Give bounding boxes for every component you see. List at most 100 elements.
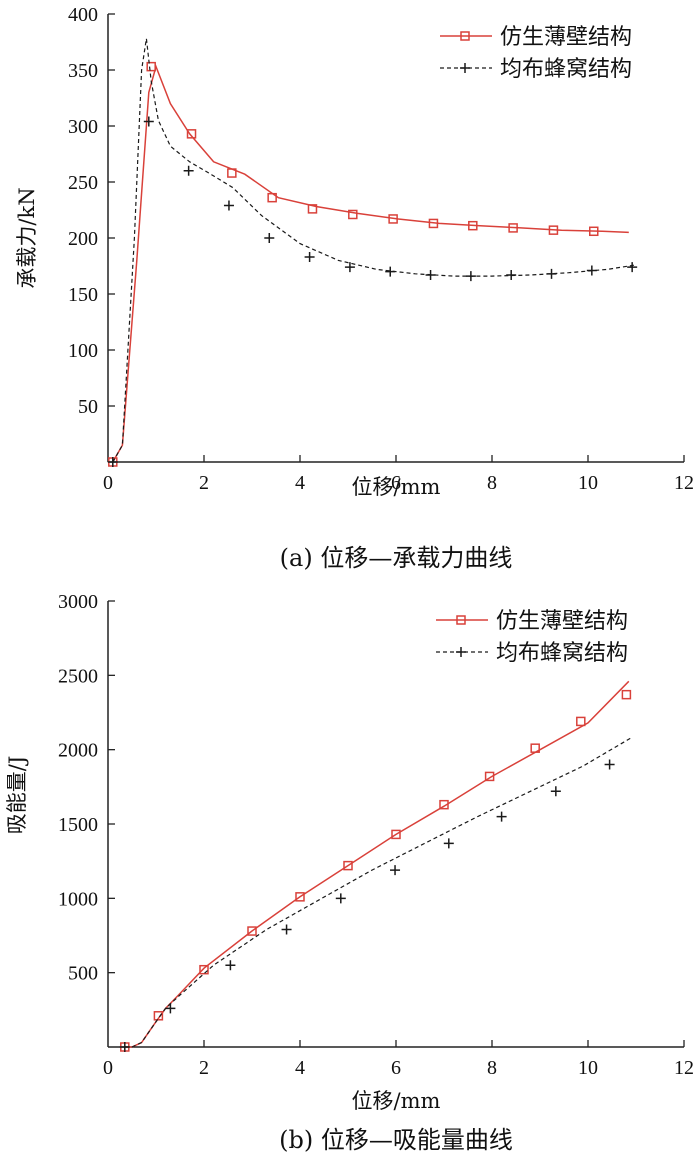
x-axis-title: 位移/mm <box>352 475 441 499</box>
x-tick-label: 4 <box>295 472 305 494</box>
x-axis-title: 位移/mm <box>352 1089 441 1113</box>
series-2-point <box>107 457 118 467</box>
series-1-point <box>589 226 599 237</box>
x-tick-label: 8 <box>487 472 497 494</box>
series-1-point <box>484 771 495 782</box>
series-1-point <box>186 129 197 139</box>
legend-marker-series-2 <box>460 63 470 73</box>
x-tick-label: 0 <box>103 1057 113 1079</box>
series-1-point <box>530 743 540 753</box>
series-2-point <box>344 262 355 273</box>
series-1-point <box>295 892 305 902</box>
series-1-point <box>439 799 449 810</box>
series-1-point <box>247 926 257 936</box>
y-tick-label: 3000 <box>58 591 98 613</box>
series-2-point <box>225 960 236 971</box>
y-tick-label: 2000 <box>58 740 98 762</box>
y-tick-label: 1500 <box>58 814 98 836</box>
chart-caption: (b) 位移—吸能量曲线 <box>279 1126 513 1154</box>
series-layer <box>107 38 638 467</box>
y-tick-label: 2500 <box>58 665 98 687</box>
y-axis-title: 承载力/kN <box>15 187 39 288</box>
series-1-point <box>267 192 277 203</box>
x-tick-label: 6 <box>391 1057 401 1079</box>
y-tick-label: 150 <box>68 284 98 306</box>
series-1-point <box>199 964 209 975</box>
series-2-point <box>264 233 275 243</box>
series-2-point <box>183 165 194 176</box>
legend-marker-series-2 <box>456 647 466 657</box>
y-ticks: 3000 2500 2000 1500 1000 500 <box>58 591 115 985</box>
legend-label-series-1: 仿生薄壁结构 <box>500 25 632 50</box>
series-1-point <box>468 220 478 231</box>
series-2-point <box>546 268 557 279</box>
y-tick-label: 250 <box>68 172 98 194</box>
x-tick-label: 2 <box>199 1057 209 1079</box>
x-ticks: 0 2 4 6 8 10 12 <box>103 455 694 494</box>
y-tick-label: 400 <box>68 4 98 26</box>
legend-label-series-1: 仿生薄壁结构 <box>496 609 628 634</box>
series-2-point <box>496 811 507 822</box>
series-2-point <box>223 200 234 211</box>
series-2-point <box>506 269 517 280</box>
series-2-point <box>385 266 396 277</box>
legend: 仿生薄壁结构 均布蜂窝结构 <box>436 609 628 666</box>
series-1-point <box>348 209 358 220</box>
series-1-point <box>548 225 559 235</box>
series-1-point <box>621 689 632 700</box>
legend-label-series-2: 均布蜂窝结构 <box>500 57 632 82</box>
x-tick-label: 6 <box>391 472 401 494</box>
y-tick-label: 350 <box>68 60 98 82</box>
series-1-point <box>508 223 518 233</box>
series-1-point <box>146 61 156 72</box>
series-1-point <box>391 829 401 840</box>
x-ticks: 0 2 4 6 8 10 12 <box>103 1040 694 1079</box>
x-tick-label: 8 <box>487 1057 497 1079</box>
x-tick-label: 10 <box>578 472 598 494</box>
series-line-1 <box>124 680 630 1048</box>
series-2-point <box>335 893 346 904</box>
legend: 仿生薄壁结构 均布蜂窝结构 <box>440 25 632 82</box>
series-2-point <box>390 865 401 876</box>
series-2-point <box>627 262 638 273</box>
x-tick-label: 10 <box>578 1057 598 1079</box>
series-2-point <box>119 1042 130 1052</box>
series-layer <box>119 680 632 1052</box>
legend-marker-series-1 <box>460 31 470 41</box>
y-tick-label: 1000 <box>58 888 98 910</box>
series-1-point <box>388 214 398 224</box>
y-tick-label: 200 <box>68 228 98 250</box>
series-2-point <box>443 838 454 849</box>
series-1-point <box>343 860 353 871</box>
x-tick-label: 2 <box>199 472 209 494</box>
y-tick-label: 50 <box>78 396 98 418</box>
y-axis-title: 吸能量/J <box>5 756 29 835</box>
series-2-point <box>465 271 476 282</box>
series-2-point <box>143 116 154 127</box>
legend-marker-series-1 <box>456 615 466 625</box>
y-tick-label: 300 <box>68 116 98 138</box>
series-2-point <box>425 269 436 280</box>
series-1-point <box>307 204 318 214</box>
x-tick-label: 12 <box>674 1057 694 1079</box>
y-ticks: 400 350 300 250 200 150 100 50 <box>68 4 115 418</box>
series-2-point <box>281 924 292 935</box>
series-1-point <box>153 1011 164 1021</box>
series-1-point <box>576 716 586 727</box>
legend-label-series-2: 均布蜂窝结构 <box>496 641 628 666</box>
x-tick-label: 4 <box>295 1057 305 1079</box>
series-2-point <box>165 1003 176 1014</box>
series-line-2 <box>124 737 632 1048</box>
series-2-point <box>550 786 561 797</box>
series-line-2 <box>112 38 637 463</box>
series-line-1 <box>112 64 629 463</box>
x-tick-label: 0 <box>103 472 113 494</box>
series-2-point <box>604 759 615 770</box>
series-1-point <box>428 218 439 229</box>
y-tick-label: 500 <box>68 963 98 985</box>
series-2-point <box>304 252 315 263</box>
y-tick-label: 100 <box>68 340 98 362</box>
